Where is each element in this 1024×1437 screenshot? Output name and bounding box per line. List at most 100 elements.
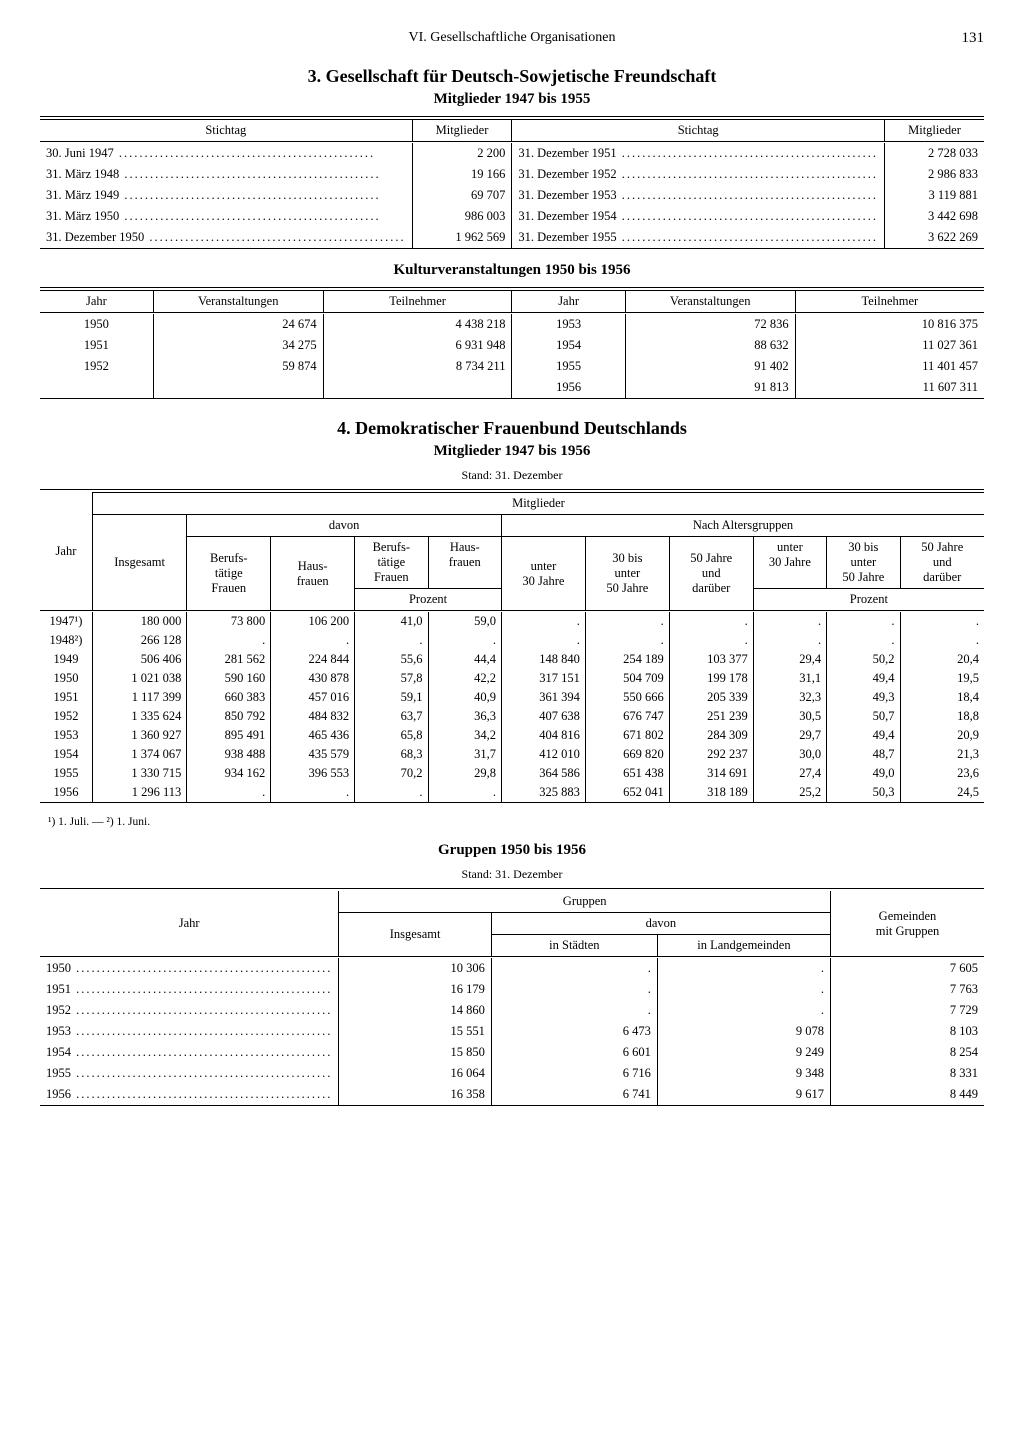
- cell-veranstaltungen: 88 632: [625, 335, 795, 356]
- col-mitglieder-2: Mitglieder: [885, 120, 985, 142]
- section-3-title: 3. Gesellschaft für Deutsch-Sowjetische …: [40, 66, 984, 87]
- cell-berufstaetige-pct: .: [355, 631, 428, 650]
- cell-hausfrauen-pct: 42,2: [428, 669, 501, 688]
- cell-land: 9 078: [657, 1021, 830, 1042]
- cell-30-50: 669 820: [585, 745, 669, 764]
- cell-stichtag: 31. Dezember 1951: [512, 143, 885, 164]
- cell-berufstaetige: 590 160: [187, 669, 271, 688]
- cell-mitglieder: 1 962 569: [412, 227, 512, 249]
- cell-u30-pct: 29,7: [753, 726, 826, 745]
- cell-berufstaetige: 895 491: [187, 726, 271, 745]
- table-row: 195516 0646 7169 3488 331: [40, 1063, 984, 1084]
- cell-50p: 318 189: [669, 783, 753, 803]
- cell-insgesamt: 1 021 038: [92, 669, 186, 688]
- cell-mitglieder: 986 003: [412, 206, 512, 227]
- cell-insgesamt: 506 406: [92, 650, 186, 669]
- cell-jahr: 1951: [40, 688, 92, 707]
- table-row: 195134 2756 931 948195488 63211 027 361: [40, 335, 984, 356]
- cell-u30-pct: 32,3: [753, 688, 826, 707]
- table-row: 19501 021 038590 160430 87857,842,2317 1…: [40, 669, 984, 688]
- cell-teilnehmer: 6 931 948: [323, 335, 512, 356]
- col-teilnehmer: Teilnehmer: [323, 291, 512, 313]
- cell-50p: 103 377: [669, 650, 753, 669]
- cell-30-50-pct: 49,3: [827, 688, 900, 707]
- cell-hausfrauen-pct: .: [428, 631, 501, 650]
- table-row: 31. März 1950986 00331. Dezember 19543 4…: [40, 206, 984, 227]
- cell-insgesamt: 1 374 067: [92, 745, 186, 764]
- cell-jahr: 1956: [40, 1084, 339, 1106]
- cell-hausfrauen-pct: 40,9: [428, 688, 501, 707]
- cell-50p-pct: 24,5: [900, 783, 984, 803]
- col-mitglieder: Mitglieder: [412, 120, 512, 142]
- cell-50p-pct: 20,9: [900, 726, 984, 745]
- cell-hausfrauen: 484 832: [271, 707, 355, 726]
- table-row: 195024 6744 438 218195372 83610 816 375: [40, 314, 984, 335]
- cell-berufstaetige-pct: 70,2: [355, 764, 428, 783]
- cell-jahr: 1949: [40, 650, 92, 669]
- cell-jahr: 1948²): [40, 631, 92, 650]
- cell-30-50: .: [585, 612, 669, 631]
- cell-jahr: 1956: [40, 783, 92, 803]
- stand-date-2: Stand: 31. Dezember: [40, 867, 984, 882]
- cell-jahr: 1955: [40, 1063, 339, 1084]
- cell-berufstaetige: .: [187, 783, 271, 803]
- cell-insgesamt: 1 335 624: [92, 707, 186, 726]
- cell-30-50: 254 189: [585, 650, 669, 669]
- cell-jahr: 1953: [512, 314, 625, 335]
- cell-teilnehmer: 11 401 457: [795, 356, 984, 377]
- cell-50p: 199 178: [669, 669, 753, 688]
- col-mitglieder: Mitglieder: [92, 493, 984, 515]
- cell-insgesamt: 16 358: [339, 1084, 491, 1106]
- cell-30-50-pct: .: [827, 612, 900, 631]
- cell-mitglieder: 69 707: [412, 185, 512, 206]
- cell-jahr: 1954: [40, 1042, 339, 1063]
- cell-berufstaetige-pct: 55,6: [355, 650, 428, 669]
- cell-teilnehmer: [323, 377, 512, 399]
- cell-30-50-pct: 50,7: [827, 707, 900, 726]
- cell-land: 9 249: [657, 1042, 830, 1063]
- cell-jahr: 1955: [512, 356, 625, 377]
- cell-30-50: 676 747: [585, 707, 669, 726]
- col-veranstaltungen-2: Veranstaltungen: [625, 291, 795, 313]
- col-stichtag: Stichtag: [40, 120, 412, 142]
- cell-50p-pct: 18,8: [900, 707, 984, 726]
- cell-jahr: 1952: [40, 1000, 339, 1021]
- cell-u30-pct: 27,4: [753, 764, 826, 783]
- cell-staedte: .: [491, 958, 657, 979]
- cell-30-50: 550 666: [585, 688, 669, 707]
- cell-insgesamt: 180 000: [92, 612, 186, 631]
- cell-insgesamt: 1 296 113: [92, 783, 186, 803]
- cell-u30: 361 394: [501, 688, 585, 707]
- section-3-subtitle-1: Mitglieder 1947 bis 1955: [40, 91, 984, 108]
- col-insgesamt: Insgesamt: [92, 515, 186, 611]
- cell-u30-pct: 29,4: [753, 650, 826, 669]
- cell-staedte: 6 741: [491, 1084, 657, 1106]
- col-jahr-2: Jahr: [512, 291, 625, 313]
- cell-hausfrauen: 396 553: [271, 764, 355, 783]
- cell-teilnehmer: 11 607 311: [795, 377, 984, 399]
- table-kulturveranstaltungen: Jahr Veranstaltungen Teilnehmer Jahr Ver…: [40, 287, 984, 400]
- cell-teilnehmer: 10 816 375: [795, 314, 984, 335]
- cell-gemeinden: 8 103: [830, 1021, 984, 1042]
- section-4-title: 4. Demokratischer Frauenbund Deutschland…: [40, 418, 984, 439]
- cell-gemeinden: 7 763: [830, 979, 984, 1000]
- col-altersgruppen: Nach Altersgruppen: [501, 515, 984, 537]
- cell-u30: 407 638: [501, 707, 585, 726]
- cell-hausfrauen-pct: 36,3: [428, 707, 501, 726]
- table-row: 195116 179..7 763: [40, 979, 984, 1000]
- cell-staedte: .: [491, 1000, 657, 1021]
- cell-jahr: 1954: [512, 335, 625, 356]
- table-row: 19541 374 067938 488435 57968,331,7412 0…: [40, 745, 984, 764]
- cell-30-50-pct: 49,4: [827, 669, 900, 688]
- cell-berufstaetige-pct: 59,1: [355, 688, 428, 707]
- cell-jahr: 1950: [40, 314, 153, 335]
- cell-stichtag: 31. Dezember 1952: [512, 164, 885, 185]
- cell-u30-pct: .: [753, 612, 826, 631]
- col-30-50-pct: 30 bis unter 50 Jahre: [827, 537, 900, 589]
- cell-berufstaetige: 938 488: [187, 745, 271, 764]
- table-row: 195010 306..7 605: [40, 958, 984, 979]
- table-row: 195691 81311 607 311: [40, 377, 984, 399]
- cell-berufstaetige-pct: 41,0: [355, 612, 428, 631]
- cell-mitglieder: 2 200: [412, 143, 512, 164]
- chapter-title: VI. Gesellschaftliche Organisationen: [40, 30, 984, 46]
